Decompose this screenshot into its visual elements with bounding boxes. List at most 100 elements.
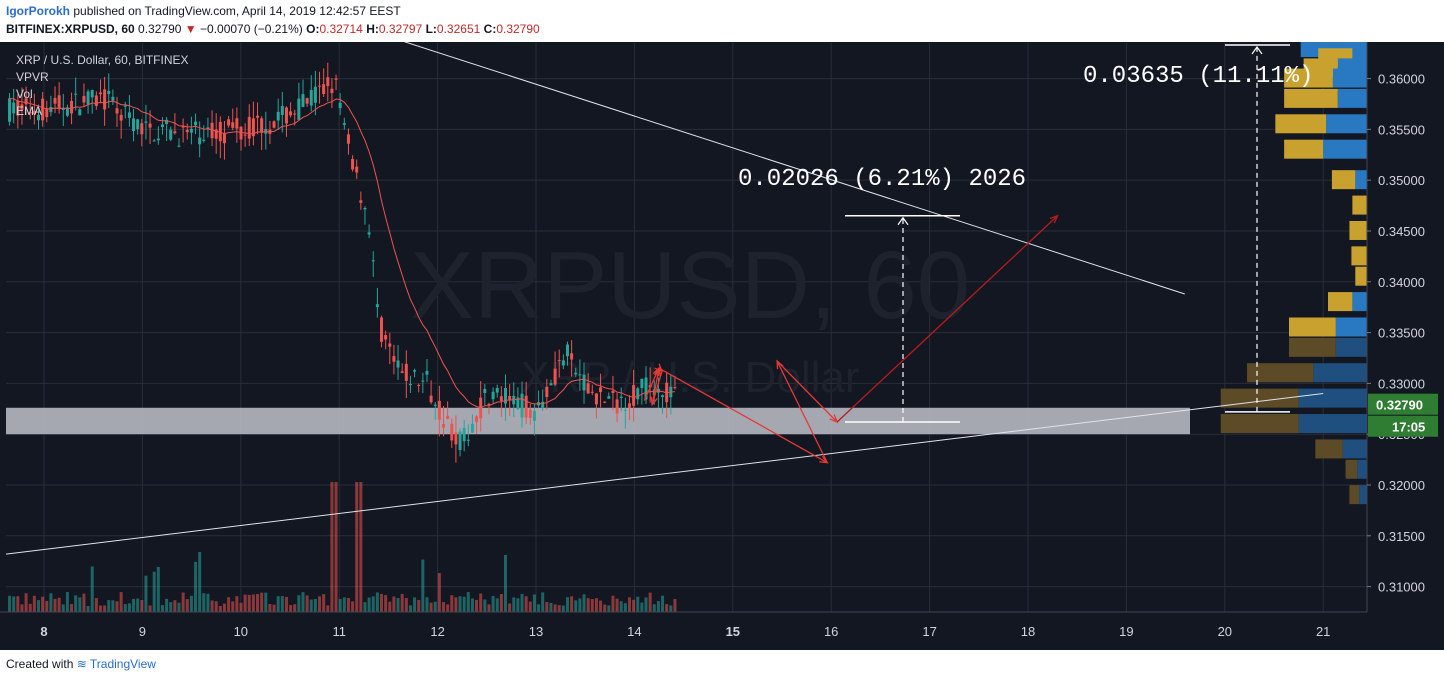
tradingview-link[interactable]: TradingView [89,657,156,671]
candle-body [78,109,82,116]
volume-bar [41,596,45,612]
volume-bar [136,598,140,612]
author-link[interactable]: IgorPorokh [6,4,71,18]
volume-bar [301,592,305,612]
vp-bar-up [1315,439,1343,459]
price-axis[interactable]: 0.36000 0.35500 0.35000 0.34500 0.34000 0.335… [1366,42,1444,650]
volume-bar [541,592,545,612]
volume-bar [330,482,334,612]
projection-segment [776,360,838,423]
volume-bar [599,600,603,612]
vp-bar-down [1335,317,1367,337]
volume-bar [607,605,611,612]
price-chart[interactable]: XRPUSD, 60 XRP / U.S. Dollar 0.02026 (6.… [0,42,1444,650]
volume-bar [603,604,607,612]
volume-bar [528,601,532,612]
volume-bar [355,482,359,612]
candle-body [322,84,326,94]
candle-body [132,118,136,131]
candle-body [429,395,433,403]
volume-bar [90,566,94,612]
low-label: L: [425,22,437,36]
volume-bar [429,602,433,612]
volume-bar [132,598,136,612]
vp-bar-up [1349,485,1360,505]
volume-bar [140,599,144,612]
candle-body [599,387,603,393]
candle-body [36,114,40,121]
volume-bar [94,598,98,612]
volume-bar [408,605,412,612]
time-axis-bg [0,612,1444,650]
candle-body [565,344,569,357]
vp-bar-up [1247,363,1314,383]
volume-bar [491,595,495,612]
vp-bar-up [1275,114,1327,134]
candle-body [417,384,421,386]
candle-body [251,118,255,137]
volume-bar [12,596,16,612]
candle-body [107,90,111,95]
candle-body [359,200,363,203]
legend-ema[interactable]: EMA [16,104,43,118]
candle-body [301,94,305,107]
time-tick-label: 8 [40,624,47,639]
down-arrow-icon: ▼ [184,22,197,36]
vp-bar-up [1220,388,1299,408]
candle-body [607,396,611,399]
measure-label-2: 0.03635 (11.11%) [1083,63,1313,90]
candle-body [289,111,293,116]
volume-bar [276,596,280,612]
candle-body [627,403,631,408]
volume-bar [305,595,309,612]
volume-bar [218,605,222,612]
time-tick-label: 9 [139,624,146,639]
volume-bar [652,604,656,612]
candle-body [346,134,350,144]
candle-body [611,390,615,393]
measure-annotations[interactable]: 0.02026 (6.21%) 2026 0.03635 (11.11%) [738,44,1313,423]
candle-body [53,97,57,104]
volume-bar [235,596,239,612]
vp-bar-down [1326,114,1367,134]
legend-vpvr[interactable]: VPVR [16,70,49,84]
volume-bar [227,597,231,612]
volume-bar [160,605,164,612]
time-axis[interactable]: 8 9 10 11 12 13 14 15 16 17 18 19 20 21 [0,611,1444,650]
volume-bar [673,598,677,612]
volume-bar [553,604,557,612]
vp-bar-up [1352,195,1367,215]
time-tick-label: 20 [1218,624,1232,639]
volume-bar [86,605,90,612]
candle-body [545,386,549,397]
candle-body [98,92,102,95]
support-zone[interactable] [6,407,1190,435]
volume-bar [590,599,594,612]
candle-body [218,121,222,142]
candle-body [578,374,582,376]
support-trendline[interactable] [5,393,1324,555]
volume-bar [367,597,371,612]
candle-body [227,119,231,126]
volume-bar [359,482,363,612]
projection-path[interactable] [643,214,1059,464]
volume-bar [611,595,615,612]
volume-bar [24,593,28,612]
candle-body [425,370,429,375]
candle-body [375,304,379,308]
candle-body [256,115,260,118]
candle-body [272,121,276,128]
candle-body [309,90,313,106]
volume-bar [127,603,131,612]
candle-body [408,383,412,386]
resistance-trendline[interactable] [339,42,1185,295]
candle-body [532,410,536,421]
candle-body [582,374,586,391]
watermark-name: XRP / U.S. Dollar [520,353,859,402]
candle-body [82,96,86,103]
volume-bar [632,599,636,612]
legend-vol[interactable]: Vol [16,87,33,101]
publish-line: IgorPorokh published on TradingView.com,… [6,4,401,18]
volume-bar [371,596,375,612]
volume-bar [243,594,247,612]
